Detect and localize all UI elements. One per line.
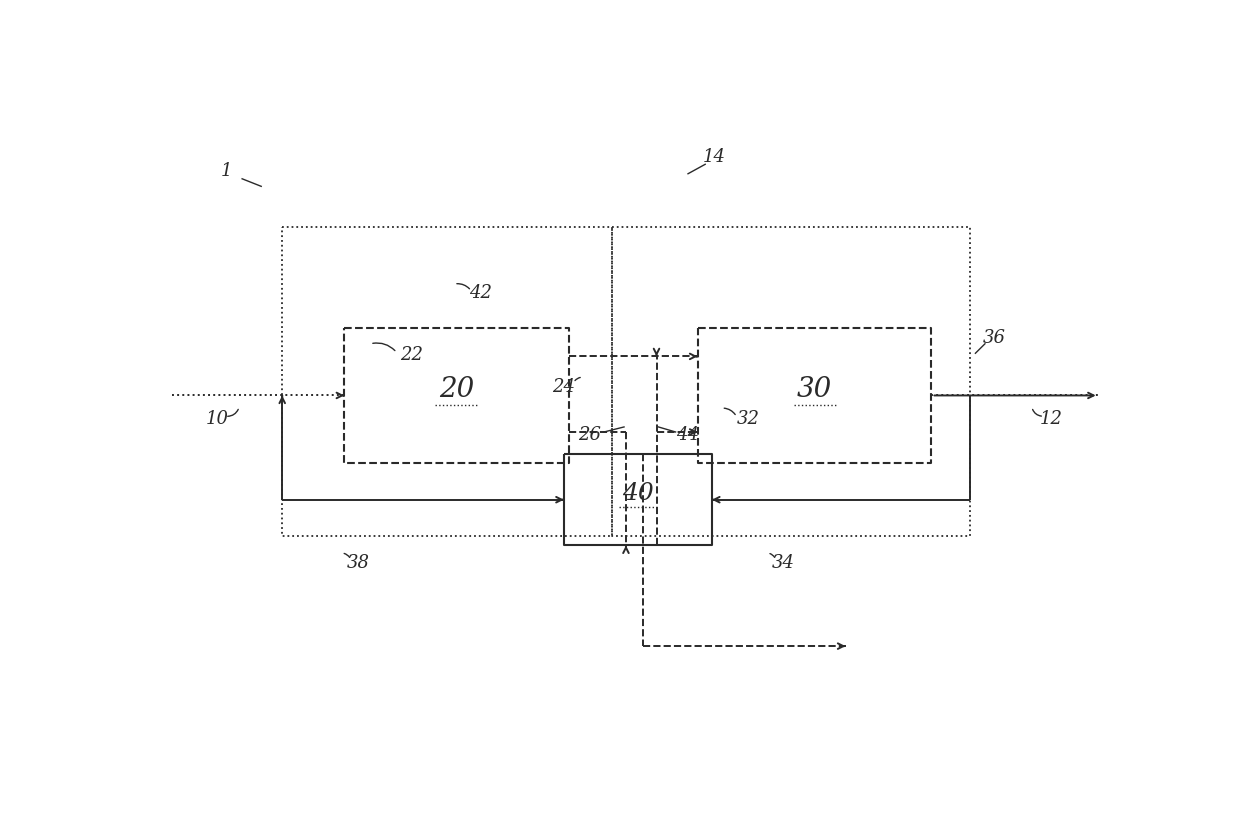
Text: 42: 42: [469, 285, 492, 303]
Text: 32: 32: [737, 411, 760, 429]
Text: 12: 12: [1039, 411, 1063, 429]
Text: 24: 24: [552, 378, 575, 396]
Text: 26: 26: [578, 426, 601, 444]
Text: 10: 10: [206, 411, 229, 429]
Text: 30: 30: [797, 376, 832, 403]
Text: 36: 36: [983, 329, 1006, 347]
Text: 40: 40: [622, 482, 653, 505]
Text: 38: 38: [347, 554, 370, 572]
Text: 14: 14: [702, 148, 725, 166]
Text: 34: 34: [773, 554, 795, 572]
Text: 22: 22: [399, 346, 423, 364]
Text: 1: 1: [221, 162, 233, 180]
Text: 20: 20: [439, 376, 474, 403]
Text: 44: 44: [677, 426, 699, 444]
